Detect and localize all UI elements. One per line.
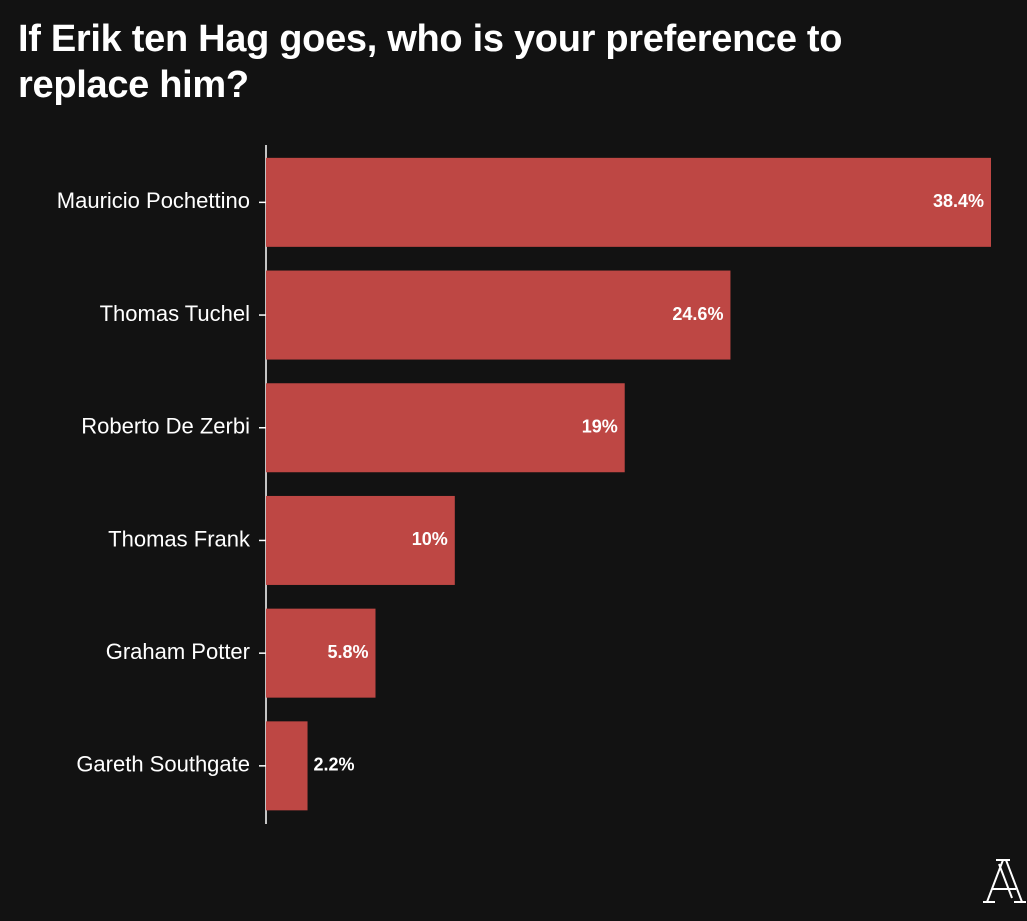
category-label: Thomas Tuchel (100, 301, 250, 326)
category-label: Graham Potter (106, 639, 250, 664)
category-label: Roberto De Zerbi (81, 414, 250, 439)
category-label: Thomas Frank (108, 526, 251, 551)
bar (266, 721, 308, 811)
bar (266, 157, 991, 247)
value-label: 24.6% (672, 304, 723, 324)
logo (983, 859, 1026, 903)
bar (266, 270, 731, 360)
chart-title: If Erik ten Hag goes, who is your prefer… (18, 18, 843, 106)
category-label: Gareth Southgate (76, 752, 250, 777)
value-label: 5.8% (327, 642, 368, 662)
value-label: 2.2% (314, 755, 355, 775)
bar (266, 383, 625, 473)
value-label: 10% (412, 529, 448, 549)
value-label: 38.4% (933, 191, 984, 211)
bar (266, 608, 376, 698)
category-label: Mauricio Pochettino (57, 188, 250, 213)
value-label: 19% (582, 417, 618, 437)
bar (266, 495, 455, 585)
